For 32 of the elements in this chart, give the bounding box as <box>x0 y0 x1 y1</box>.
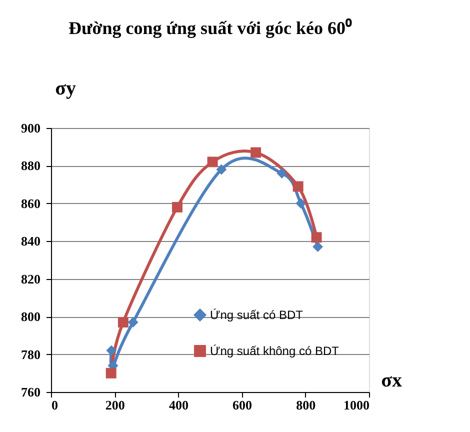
x-tick-label: 0 <box>52 398 58 412</box>
x-tick-label: 600 <box>232 398 252 412</box>
y-tick-label: 760 <box>21 384 40 400</box>
point <box>312 242 324 252</box>
legend-label: Ứng suất có BDT <box>210 308 304 322</box>
point <box>106 368 116 378</box>
x-axis-title: σx <box>381 370 402 392</box>
point <box>250 147 262 158</box>
point <box>311 232 322 243</box>
x-tick-label: 1000 <box>344 398 370 412</box>
y-tick-label: 820 <box>21 271 40 286</box>
point <box>118 316 128 328</box>
x-tick-label: 200 <box>105 398 125 412</box>
y-tick-label: 800 <box>21 309 40 324</box>
y-tick-label: 900 <box>21 120 40 136</box>
x-tick-label: 800 <box>296 398 316 412</box>
y-tick-label: 780 <box>21 346 40 362</box>
y-tick-label: 880 <box>21 158 40 174</box>
legend-label: Ứng suất không có BDT <box>210 344 340 358</box>
point <box>292 181 304 192</box>
point <box>296 198 306 209</box>
chart-title: Đường cong ứng suất với góc kéo 60⁰ <box>68 18 353 38</box>
point <box>276 168 288 178</box>
point <box>106 345 117 356</box>
point <box>128 316 138 328</box>
y-tick-label: 860 <box>21 196 40 211</box>
x-tick-label: 400 <box>168 398 188 412</box>
y-tick-label: 840 <box>21 234 40 249</box>
y-axis-title: σy <box>55 78 76 100</box>
point <box>172 202 182 212</box>
point <box>207 156 218 168</box>
point <box>216 164 227 175</box>
